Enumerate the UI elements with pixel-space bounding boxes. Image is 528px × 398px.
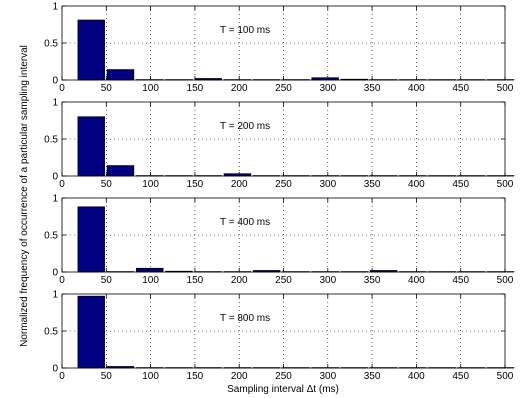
y-tick-label: 0 — [52, 364, 58, 375]
x-tick-label: 350 — [364, 83, 381, 94]
histogram-bar — [106, 69, 135, 81]
x-tick-label: 450 — [452, 83, 469, 94]
x-tick-label: 200 — [231, 179, 248, 190]
y-tick-label: 1 — [52, 2, 58, 13]
histogram-bar — [106, 165, 135, 177]
x-tick-label: 50 — [101, 275, 113, 286]
x-tick-label: 350 — [364, 179, 381, 190]
x-tick-label: 450 — [452, 371, 469, 382]
y-tick-label: 0 — [52, 172, 58, 183]
x-tick-label: 150 — [187, 83, 204, 94]
y-axis-label: Normalized frequency of occurrence of a … — [19, 45, 30, 347]
x-tick-label: 400 — [408, 179, 425, 190]
y-tick-label: 0.5 — [44, 231, 58, 242]
x-tick-label: 250 — [275, 275, 292, 286]
x-tick-label: 300 — [319, 371, 336, 382]
x-tick-label: 100 — [142, 179, 159, 190]
x-tick-label: 250 — [275, 371, 292, 382]
x-tick-label: 0 — [59, 179, 65, 190]
period-annotation: T = 400 ms — [220, 217, 270, 228]
histogram-panel-1: 0 50 100 150 200 250 300 350 400 450 500 0 0.5 1 T = 1… — [44, 2, 515, 94]
x-tick-label: 0 — [59, 275, 65, 286]
x-tick-label: 150 — [187, 179, 204, 190]
x-axis-label: Sampling interval Δt (ms) — [227, 384, 339, 395]
y-tick-label: 0.5 — [44, 39, 58, 50]
histogram-bar — [77, 116, 105, 177]
y-tick-label: 1 — [52, 194, 58, 205]
x-tick-label: 100 — [142, 371, 159, 382]
y-tick-label: 0 — [52, 76, 58, 87]
histogram-bar — [77, 206, 105, 273]
x-tick-label: 500 — [497, 275, 514, 286]
x-tick-label: 500 — [497, 179, 514, 190]
x-tick-label: 250 — [275, 179, 292, 190]
x-tick-label: 0 — [59, 371, 65, 382]
period-annotation: T = 100 ms — [220, 25, 270, 36]
x-tick-label: 500 — [497, 371, 514, 382]
histogram-panel-4: 0 50 100 150 200 250 300 350 400 450 500 0 0.5 1 T = 8… — [44, 290, 515, 382]
x-tick-label: 300 — [319, 179, 336, 190]
histogram-bar — [77, 19, 105, 81]
x-tick-label: 350 — [364, 371, 381, 382]
period-annotation: T = 800 ms — [220, 313, 270, 324]
x-tick-label: 400 — [408, 83, 425, 94]
x-tick-label: 200 — [231, 83, 248, 94]
x-tick-label: 350 — [364, 275, 381, 286]
histogram-bar — [136, 267, 164, 273]
histogram-panel-3: 0 50 100 150 200 250 300 350 400 450 500 0 0.5 1 T = 4… — [44, 194, 515, 286]
x-tick-label: 450 — [452, 275, 469, 286]
x-tick-label: 100 — [142, 83, 159, 94]
x-tick-label: 500 — [497, 83, 514, 94]
x-tick-label: 200 — [231, 275, 248, 286]
y-tick-label: 1 — [52, 98, 58, 109]
x-tick-label: 250 — [275, 83, 292, 94]
y-tick-label: 0.5 — [44, 327, 58, 338]
x-tick-label: 0 — [59, 83, 65, 94]
histogram-panel-2: 0 50 100 150 200 250 300 350 400 450 500 0 0.5 1 T = 2… — [44, 98, 515, 190]
x-tick-label: 50 — [101, 83, 113, 94]
x-tick-label: 50 — [101, 179, 113, 190]
x-tick-label: 150 — [187, 275, 204, 286]
y-tick-label: 0.5 — [44, 135, 58, 146]
x-tick-label: 400 — [408, 371, 425, 382]
y-tick-label: 1 — [52, 290, 58, 301]
period-annotation: T = 200 ms — [220, 121, 270, 132]
x-tick-label: 150 — [187, 371, 204, 382]
x-tick-label: 300 — [319, 83, 336, 94]
x-tick-label: 200 — [231, 371, 248, 382]
x-tick-label: 300 — [319, 275, 336, 286]
y-tick-label: 0 — [52, 268, 58, 279]
x-tick-label: 400 — [408, 275, 425, 286]
x-tick-label: 100 — [142, 275, 159, 286]
x-tick-label: 450 — [452, 179, 469, 190]
histogram-bar — [77, 295, 105, 369]
x-tick-label: 50 — [101, 371, 113, 382]
